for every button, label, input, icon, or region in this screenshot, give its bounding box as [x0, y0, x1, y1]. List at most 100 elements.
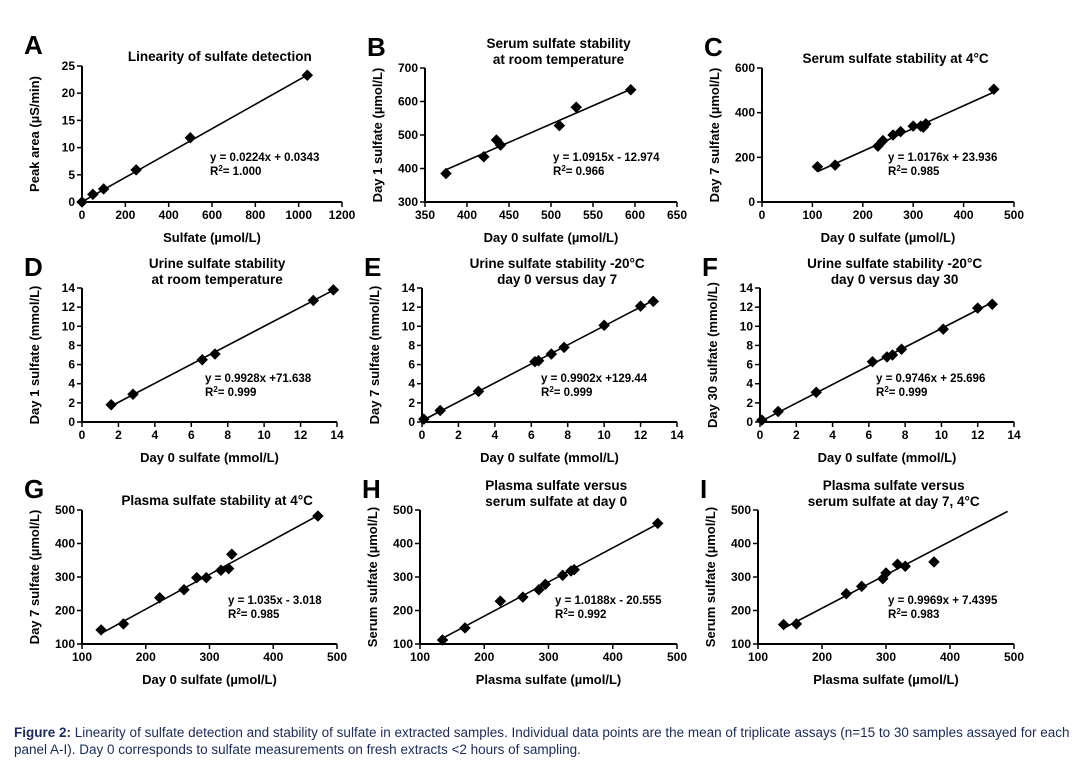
- y-tick-label: 400: [398, 162, 418, 176]
- y-axis-label: Day 30 sulfate (mmol/L): [705, 282, 720, 428]
- chart-title: serum sulfate at day 0: [485, 494, 627, 509]
- chart-title: Plasma sulfate versus: [485, 478, 627, 493]
- x-axis-label: Day 0 sulfate (µmol/L): [484, 230, 619, 245]
- data-point: [301, 69, 314, 82]
- r-squared: R2= 0.985: [888, 164, 940, 178]
- data-point: [117, 618, 130, 630]
- x-tick-label: 400: [457, 208, 477, 222]
- data-point: [105, 398, 117, 411]
- y-tick-label: 2: [408, 396, 415, 410]
- x-axis-label: Day 0 sulfate (µmol/L): [821, 230, 956, 245]
- data-point: [494, 139, 507, 151]
- regression-line: [783, 510, 1008, 629]
- r-squared: R2= 0.999: [541, 385, 592, 399]
- x-axis-label: Day 0 sulfate (mmol/L): [480, 450, 619, 465]
- y-tick-label: 400: [55, 537, 75, 551]
- data-point: [811, 160, 824, 173]
- y-tick-label: 0: [748, 195, 755, 209]
- regression-equation: y = 0.9969x + 7.4395: [888, 595, 998, 607]
- y-tick-label: 8: [746, 338, 753, 352]
- panel-letter: A: [24, 30, 43, 60]
- x-tick-label: 500: [327, 650, 347, 664]
- r-squared: R2= 1.000: [210, 164, 261, 178]
- r-squared: R2= 0.992: [555, 607, 606, 621]
- data-point: [494, 595, 507, 607]
- data-point: [986, 298, 999, 311]
- y-tick-label: 10: [62, 319, 76, 333]
- y-tick-label: 200: [393, 604, 413, 618]
- y-tick-label: 2: [68, 396, 75, 410]
- x-tick-label: 400: [940, 650, 960, 664]
- x-tick-label: 10: [257, 428, 271, 442]
- caption-label: Figure 2:: [14, 725, 72, 740]
- y-tick-label: 12: [402, 300, 416, 314]
- panel-letter: C: [704, 32, 723, 62]
- caption-text: Linearity of sulfate detection and stabi…: [14, 725, 1070, 757]
- data-point: [987, 83, 1000, 96]
- regression-equation: y = 1.0915x - 12.974: [553, 152, 660, 164]
- data-point: [86, 188, 99, 201]
- y-tick-label: 100: [731, 637, 751, 651]
- y-tick-label: 5: [68, 168, 75, 182]
- x-tick-label: 200: [115, 208, 135, 222]
- data-point: [840, 587, 853, 600]
- data-point: [556, 569, 569, 582]
- data-point: [76, 196, 88, 208]
- y-tick-label: 25: [62, 59, 76, 73]
- x-tick-label: 300: [199, 650, 219, 664]
- y-tick-label: 0: [746, 415, 753, 429]
- panel-letter: D: [24, 252, 43, 282]
- data-point: [624, 83, 637, 96]
- x-tick-label: 550: [583, 208, 603, 222]
- x-tick-label: 600: [202, 208, 222, 222]
- y-tick-label: 300: [398, 195, 418, 209]
- y-tick-label: 4: [746, 377, 753, 391]
- y-tick-label: 400: [393, 537, 413, 551]
- y-axis-label: Peak area (µS/min): [27, 76, 42, 192]
- data-point: [533, 583, 545, 596]
- x-tick-label: 500: [541, 208, 561, 222]
- regression-line: [110, 289, 334, 407]
- panel-letter: I: [700, 474, 707, 504]
- y-tick-label: 15: [62, 113, 76, 127]
- data-point: [777, 618, 790, 631]
- x-axis-label: Plasma sulfate (µmol/L): [476, 672, 621, 687]
- data-point: [895, 343, 908, 356]
- y-tick-label: 10: [402, 319, 416, 333]
- x-tick-label: 2: [455, 428, 462, 442]
- data-point: [829, 159, 841, 172]
- y-tick-label: 200: [735, 150, 755, 164]
- x-tick-label: 100: [802, 208, 822, 222]
- data-point: [558, 341, 570, 354]
- data-point: [539, 578, 552, 591]
- x-tick-label: 650: [667, 208, 687, 222]
- x-tick-label: 350: [415, 208, 435, 222]
- r-squared: R2= 0.985: [228, 607, 280, 621]
- data-point: [919, 117, 932, 130]
- y-tick-label: 0: [68, 415, 75, 429]
- x-tick-label: 100: [72, 650, 92, 664]
- data-point: [553, 119, 566, 132]
- y-tick-label: 14: [402, 281, 416, 295]
- data-point: [516, 591, 529, 603]
- chart-title: Plasma sulfate stability at 4°C: [121, 493, 313, 508]
- x-tick-label: 14: [670, 428, 684, 442]
- y-tick-label: 500: [393, 503, 413, 517]
- data-point: [127, 388, 139, 401]
- chart-title: Serum sulfate stability: [487, 36, 632, 51]
- y-tick-label: 14: [740, 281, 754, 295]
- x-tick-label: 400: [954, 208, 974, 222]
- data-point: [810, 386, 823, 399]
- y-tick-label: 300: [55, 570, 75, 584]
- x-tick-label: 1000: [285, 208, 312, 222]
- data-point: [971, 302, 984, 314]
- panel-letter: B: [367, 32, 386, 62]
- r-squared: R2= 0.999: [876, 385, 927, 399]
- y-tick-label: 0: [408, 415, 415, 429]
- y-tick-label: 2: [746, 396, 753, 410]
